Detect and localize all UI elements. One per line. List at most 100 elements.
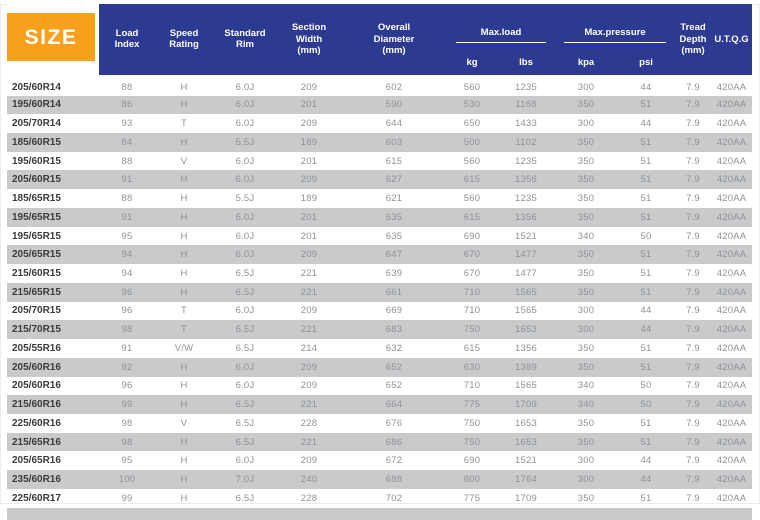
value-cell: 775 — [463, 492, 481, 504]
value-cell: 96 — [121, 305, 133, 317]
value-cell: 420AA — [716, 99, 747, 111]
header-kpa: kpa — [555, 54, 617, 79]
size-cell: 205/65R15 — [12, 249, 61, 261]
value-cell: 6.0J — [235, 249, 255, 261]
value-cell: 690 — [463, 455, 481, 467]
value-cell: 1356 — [515, 174, 537, 186]
value-cell: 300 — [577, 324, 595, 336]
value-cell: 51 — [640, 249, 652, 261]
size-cell: 215/65R16 — [12, 436, 61, 448]
value-cell: 201 — [300, 99, 318, 111]
header-kg: kg — [447, 54, 497, 79]
header-speed-rating: Speed Rating — [155, 4, 213, 79]
value-cell: 209 — [300, 118, 318, 130]
value-cell: 7.9 — [686, 492, 700, 504]
value-cell: 51 — [640, 286, 652, 298]
value-cell: 1764 — [515, 474, 537, 486]
table-row: 235/60R16 100 H 7.0J 240 688 800 1764 300 44 7.9 42… — [7, 470, 753, 489]
value-cell: 775 — [463, 399, 481, 411]
value-cell: 350 — [577, 286, 595, 298]
header-max-pressure: Max.pressure — [564, 27, 667, 43]
size-cell: 195/60R14 — [12, 99, 61, 111]
value-cell: 44 — [640, 324, 652, 336]
size-cell: 205/60R14 — [7, 76, 99, 96]
value-cell: 7.0J — [235, 474, 255, 486]
value-cell: 7.9 — [686, 455, 700, 467]
value-cell: 6.0J — [213, 76, 277, 96]
value-cell: 6.0J — [235, 99, 255, 111]
value-cell: 676 — [385, 417, 403, 429]
value-cell: 420AA — [716, 361, 747, 373]
header-max-load-group: Max.load — [447, 4, 555, 55]
value-cell: 627 — [385, 174, 403, 186]
size-cell: 195/60R15 — [12, 155, 61, 167]
value-cell: 632 — [385, 342, 403, 354]
value-cell: 51 — [640, 193, 652, 205]
size-cell: 225/60R17 — [12, 492, 61, 504]
value-cell: 6.0J — [235, 455, 255, 467]
table-row: 205/70R15 96 T 6.0J 209 669 710 1565 300 44 7.9 420… — [7, 302, 752, 321]
value-cell: 340 — [577, 380, 595, 392]
value-cell: 209 — [300, 361, 318, 373]
footer-band-row — [7, 507, 753, 520]
size-cell: 225/60R16 — [12, 417, 61, 429]
size-cell: 235/60R16 — [12, 474, 61, 486]
value-cell: H — [180, 380, 188, 392]
size-cell: 205/55R16 — [12, 342, 61, 354]
value-cell: 189 — [300, 193, 318, 205]
value-cell: 1709 — [515, 399, 537, 411]
value-cell: 300 — [577, 474, 595, 486]
value-cell: 420AA — [716, 174, 747, 186]
value-cell: 560 — [447, 76, 497, 96]
value-cell: 702 — [385, 492, 403, 504]
size-header-cell: SIZE — [7, 4, 99, 79]
value-cell: 50 — [640, 380, 652, 392]
value-cell: 750 — [463, 324, 481, 336]
value-cell: 6.5J — [235, 267, 255, 279]
value-cell: 350 — [577, 436, 595, 448]
value-cell: 96 — [121, 286, 133, 298]
value-cell: 300 — [577, 118, 595, 130]
table-row: 205/60R16 92 H 6.0J 209 652 630 1389 350 51 7.9 420… — [7, 357, 753, 377]
value-cell: 1565 — [515, 286, 537, 298]
value-cell: 7.9 — [686, 249, 700, 261]
table-row: 205/60R14 88 H 6.0J 209 602 560 1235 300 44 7.9 420… — [7, 76, 753, 96]
value-cell: 100 — [118, 474, 136, 486]
value-cell: 420AA — [716, 380, 747, 392]
value-cell: 420AA — [716, 492, 747, 504]
value-cell: 683 — [385, 324, 403, 336]
value-cell: 1521 — [515, 230, 537, 242]
value-cell: 51 — [640, 267, 652, 279]
value-cell: 221 — [300, 286, 318, 298]
value-cell: 98 — [121, 417, 133, 429]
size-cell: 205/60R16 — [12, 380, 61, 392]
value-cell: 201 — [300, 230, 318, 242]
value-cell: 7.9 — [686, 474, 700, 486]
value-cell: 350 — [577, 174, 595, 186]
value-cell: 50 — [640, 399, 652, 411]
value-cell: 639 — [385, 267, 403, 279]
value-cell: 420AA — [716, 417, 747, 429]
value-cell: 1356 — [515, 342, 537, 354]
value-cell: 300 — [555, 76, 617, 96]
value-cell: 670 — [463, 267, 481, 279]
value-cell: 7.9 — [686, 399, 700, 411]
value-cell: 560 — [463, 193, 481, 205]
value-cell: H — [180, 193, 188, 205]
value-cell: 1102 — [515, 136, 537, 148]
value-cell: 420AA — [716, 118, 747, 130]
value-cell: 1477 — [515, 249, 537, 261]
value-cell: 686 — [385, 436, 403, 448]
value-cell: 7.9 — [686, 361, 700, 373]
value-cell: 6.0J — [235, 118, 255, 130]
value-cell: 50 — [640, 230, 652, 242]
value-cell: 91 — [121, 342, 133, 354]
value-cell: H — [180, 455, 188, 467]
value-cell: 602 — [341, 76, 447, 96]
value-cell: 209 — [300, 174, 318, 186]
value-cell: 209 — [277, 76, 341, 96]
value-cell: H — [180, 474, 188, 486]
value-cell: V/W — [174, 342, 194, 354]
table-row: 185/65R15 88 H 5.5J 189 621 560 1235 350 51 7.9 420… — [7, 189, 752, 208]
value-cell: 420AA — [716, 267, 747, 279]
